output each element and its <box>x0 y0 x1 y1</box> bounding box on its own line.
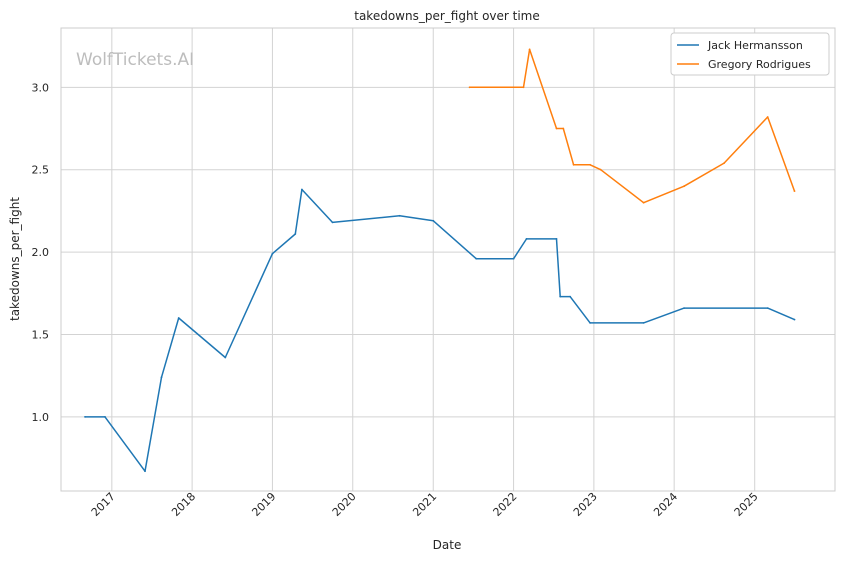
data-point <box>432 219 435 222</box>
data-point <box>589 163 591 166</box>
data-point <box>766 307 769 309</box>
y-tick-label: 2.0 <box>32 246 50 259</box>
data-point <box>177 317 180 319</box>
y-tick-label: 2.5 <box>32 164 50 177</box>
data-point <box>104 416 106 418</box>
data-point <box>160 376 163 379</box>
plot-frame <box>60 27 836 492</box>
data-point <box>589 322 591 324</box>
data-point <box>766 116 769 118</box>
data-point <box>294 233 297 235</box>
data-point <box>144 470 146 473</box>
data-point <box>555 238 558 240</box>
data-point <box>84 416 86 418</box>
data-point <box>301 188 303 191</box>
data-point <box>271 252 274 255</box>
legend-label-jack-hermansson: Jack Hermansson <box>707 39 803 52</box>
data-point <box>559 295 562 298</box>
data-point <box>642 322 645 324</box>
plot-area <box>61 28 835 491</box>
data-point <box>528 48 531 51</box>
data-point <box>562 127 565 130</box>
y-tick-label: 3.0 <box>32 81 50 94</box>
data-point <box>572 163 575 166</box>
y-tick-label: 1.0 <box>32 411 50 424</box>
series-layer <box>84 48 796 473</box>
data-point <box>475 257 478 260</box>
legend-box <box>670 32 830 76</box>
data-point <box>683 307 685 309</box>
data-point <box>522 86 525 89</box>
data-point <box>468 86 471 89</box>
data-point <box>398 214 401 217</box>
data-point <box>723 162 725 165</box>
grid <box>61 28 835 491</box>
data-point <box>569 295 571 298</box>
data-point <box>793 318 796 321</box>
legend-label-gregory-rodrigues: Gregory Rodrigues <box>708 58 811 71</box>
watermark: WolfTickets.AI <box>76 50 194 70</box>
y-tick-label: 1.5 <box>32 328 50 341</box>
data-point <box>683 185 685 188</box>
data-point <box>642 201 645 204</box>
y-axis-label: takedowns_per_fight <box>8 197 22 321</box>
legend: Jack Hermansson Gregory Rodrigues <box>670 32 830 76</box>
series-jack-hermansson <box>84 188 796 473</box>
data-point <box>512 257 515 260</box>
data-point <box>599 168 602 171</box>
x-axis-label: Date <box>433 538 462 552</box>
data-point <box>525 238 528 240</box>
data-point <box>555 127 558 130</box>
series-gregory-rodrigues <box>468 48 796 204</box>
chart-title: takedowns_per_fight over time <box>354 9 540 23</box>
data-point <box>224 356 227 359</box>
data-point <box>331 221 334 224</box>
y-axis-ticks: 1.0 1.5 2.0 2.5 3.0 <box>32 81 50 424</box>
data-point <box>793 190 796 193</box>
